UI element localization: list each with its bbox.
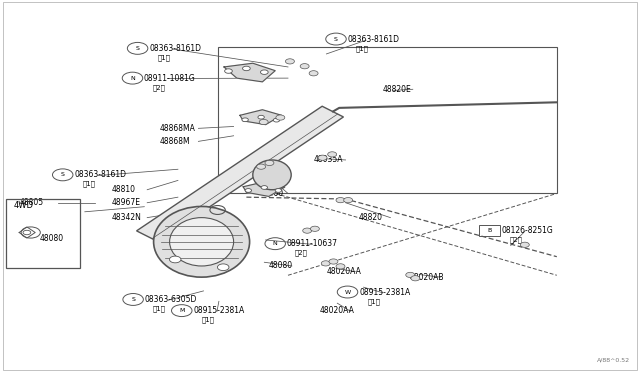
Text: M: M [179, 308, 184, 313]
Text: （2）: （2） [295, 250, 308, 256]
Text: 4WD: 4WD [14, 201, 34, 210]
Bar [479, 225, 500, 236]
Circle shape [258, 115, 264, 119]
Text: （2）: （2） [152, 84, 165, 91]
Text: 48020AA: 48020AA [320, 306, 355, 315]
Text: 08911-10637: 08911-10637 [287, 239, 338, 248]
Circle shape [329, 259, 338, 264]
Text: （1）: （1） [202, 317, 214, 323]
Circle shape [321, 261, 330, 266]
Text: A/88^0.52: A/88^0.52 [597, 358, 630, 363]
Circle shape [520, 242, 529, 247]
Circle shape [336, 198, 345, 203]
Polygon shape [240, 110, 282, 125]
Text: （1）: （1） [356, 45, 369, 52]
Circle shape [275, 189, 282, 192]
Text: 48342N: 48342N [112, 213, 142, 222]
Text: N: N [273, 241, 278, 246]
Circle shape [344, 198, 353, 203]
Text: 08363-8161D: 08363-8161D [348, 35, 399, 44]
Circle shape [273, 118, 280, 122]
Text: 48020AA: 48020AA [326, 267, 361, 276]
Bar [6, 199, 80, 268]
Circle shape [303, 228, 312, 233]
Circle shape [309, 71, 318, 76]
Text: （1）: （1） [153, 305, 166, 312]
Text: 08363-8161D: 08363-8161D [149, 44, 201, 53]
Text: 08363-6305D: 08363-6305D [145, 295, 197, 304]
Circle shape [242, 118, 248, 122]
Text: 08915-2381A: 08915-2381A [359, 288, 410, 296]
Text: （1）: （1） [367, 298, 380, 305]
Text: 48820E: 48820E [383, 85, 412, 94]
Circle shape [260, 70, 268, 74]
Circle shape [259, 119, 268, 125]
Text: 48020AB: 48020AB [410, 273, 444, 282]
Text: 08363-8161D: 08363-8161D [74, 170, 126, 179]
Text: 48967E: 48967E [112, 198, 141, 207]
Text: （1）: （1） [83, 181, 95, 187]
Circle shape [318, 155, 327, 160]
Text: 08915-2381A: 08915-2381A [193, 306, 244, 315]
Text: （2）: （2） [509, 237, 522, 243]
Polygon shape [224, 63, 275, 82]
Circle shape [285, 59, 294, 64]
Text: S: S [334, 36, 338, 42]
Text: S: S [136, 46, 140, 51]
Text: 48805: 48805 [19, 198, 44, 207]
Text: S: S [131, 297, 135, 302]
Text: N: N [130, 76, 135, 81]
Text: 08126-8251G: 08126-8251G [501, 226, 553, 235]
Ellipse shape [253, 160, 291, 190]
Text: S: S [61, 172, 65, 177]
Text: 48860: 48860 [259, 189, 284, 198]
Circle shape [336, 264, 345, 269]
Text: W: W [344, 289, 351, 295]
Circle shape [406, 272, 415, 278]
Text: 48080: 48080 [269, 262, 293, 270]
Circle shape [261, 186, 268, 189]
Text: 48868M: 48868M [160, 137, 191, 146]
Circle shape [328, 152, 337, 157]
Circle shape [218, 264, 229, 270]
Circle shape [243, 66, 250, 71]
Circle shape [225, 69, 232, 73]
Polygon shape [136, 106, 344, 241]
Circle shape [245, 189, 252, 192]
Polygon shape [243, 182, 285, 196]
Text: 48820: 48820 [358, 213, 383, 222]
Text: 48868MA: 48868MA [160, 124, 196, 133]
Circle shape [23, 230, 31, 235]
Ellipse shape [170, 218, 234, 266]
Text: B: B [488, 228, 492, 233]
Text: 48035A: 48035A [314, 155, 343, 164]
Text: 48810: 48810 [112, 185, 136, 194]
Ellipse shape [154, 206, 250, 277]
Circle shape [265, 160, 274, 166]
Bar [218, 46, 557, 193]
Text: （1）: （1） [157, 54, 170, 61]
Text: 08911-1081G: 08911-1081G [144, 74, 196, 83]
Circle shape [276, 115, 285, 120]
Circle shape [300, 64, 309, 69]
Text: 48080: 48080 [40, 234, 64, 243]
Circle shape [411, 276, 420, 281]
Circle shape [310, 226, 319, 231]
Circle shape [170, 256, 181, 263]
Circle shape [257, 164, 266, 169]
